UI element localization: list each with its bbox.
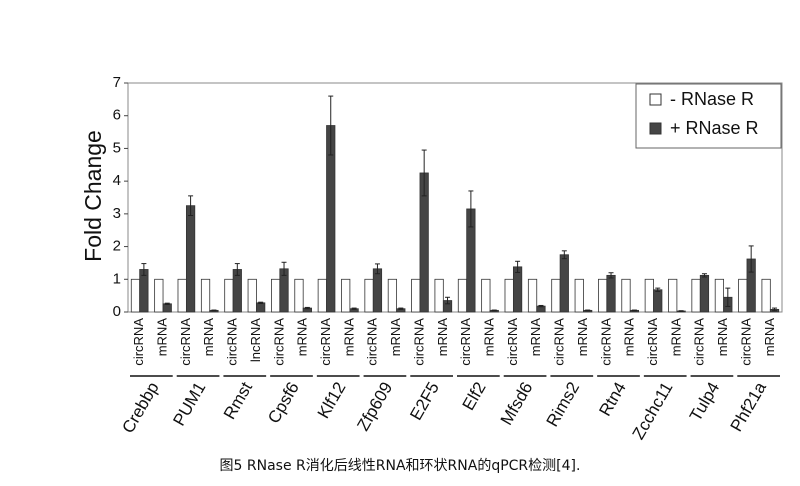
x-tick-label: circRNA — [271, 318, 286, 366]
x-tick-label: circRNA — [738, 318, 753, 366]
bar — [341, 278, 351, 313]
x-tick-label: mRNA — [481, 318, 496, 357]
bar — [162, 303, 172, 313]
x-tick-label: circRNA — [458, 318, 473, 366]
bar — [699, 274, 710, 313]
bar — [154, 278, 164, 313]
bar — [621, 278, 631, 313]
bar — [551, 278, 561, 313]
group-label: PUM1 — [169, 379, 209, 429]
x-tick-label: mRNA — [435, 318, 450, 357]
bar — [559, 254, 569, 313]
bar — [691, 278, 701, 313]
bar — [411, 278, 421, 313]
x-tick-label: circRNA — [505, 318, 520, 366]
y-tick-label: 1 — [113, 270, 121, 287]
bar — [481, 278, 491, 313]
legend-label: - RNase R — [670, 89, 754, 109]
group-label: Crebbp — [118, 379, 162, 437]
bar — [653, 289, 663, 313]
y-tick-label: 0 — [113, 303, 121, 320]
x-tick-label: circRNA — [692, 318, 707, 366]
bar — [457, 278, 468, 313]
x-tick-label: circRNA — [131, 318, 146, 366]
bar — [574, 278, 584, 313]
group-label: Zcchc11 — [629, 379, 677, 443]
group-label: Elf2 — [459, 379, 490, 414]
x-tick-label: circRNA — [178, 318, 193, 366]
bar — [387, 278, 398, 313]
x-tick-label: mRNA — [295, 318, 310, 357]
x-tick-label: circRNA — [598, 318, 613, 366]
x-tick-label: mRNA — [201, 318, 216, 357]
x-tick-label: mRNA — [575, 318, 590, 357]
bar — [504, 278, 514, 313]
bar — [738, 278, 748, 313]
y-tick-label: 5 — [113, 139, 121, 156]
caption: 图5 RNase R消化后线性RNA和环状RNA的qPCR检测[4]. — [220, 458, 581, 474]
x-tick-label: circRNA — [552, 318, 567, 366]
bar — [714, 278, 725, 313]
group-label: Klf12 — [314, 379, 350, 422]
bar — [527, 278, 538, 313]
bar — [271, 278, 281, 313]
legend-swatch — [649, 122, 662, 135]
group-label: Phf21a — [727, 378, 771, 435]
group-label: Cpsf6 — [264, 379, 303, 427]
y-tick-label: 7 — [113, 74, 121, 91]
bar — [185, 205, 196, 313]
y-tick-label: 3 — [113, 205, 121, 222]
bar — [761, 278, 771, 313]
x-tick-label: circRNA — [645, 318, 660, 366]
group-label: E2F5 — [406, 379, 443, 424]
bar — [668, 278, 678, 313]
x-tick-label: mRNA — [622, 318, 637, 357]
x-tick-label: mRNA — [715, 318, 730, 357]
legend-label: + RNase R — [670, 118, 759, 138]
bar — [177, 278, 187, 313]
x-tick-label: mRNA — [388, 318, 403, 357]
bar — [130, 278, 141, 313]
x-tick-label: circRNA — [318, 318, 333, 366]
bar — [317, 278, 327, 313]
y-tick-label: 4 — [113, 172, 121, 189]
legend-swatch — [649, 93, 662, 106]
y-tick-label: 6 — [113, 107, 121, 124]
y-tick-label: 2 — [113, 238, 121, 255]
y-axis-label: Fold Change — [80, 130, 106, 262]
bar — [512, 266, 523, 313]
bar — [200, 278, 211, 313]
bar — [598, 278, 608, 313]
bar — [364, 278, 374, 313]
bar — [372, 268, 383, 313]
group-label: Rmst — [220, 379, 256, 423]
bar — [247, 278, 257, 313]
bar — [224, 278, 234, 313]
bar — [434, 278, 444, 313]
group-label: Mfsd6 — [497, 379, 537, 429]
bar — [256, 302, 266, 313]
x-tick-label: mRNA — [668, 318, 683, 357]
x-tick-label: mRNA — [154, 318, 169, 357]
bar — [294, 278, 304, 313]
x-tick-label: mRNA — [762, 318, 777, 357]
plot-frame — [127, 82, 783, 313]
group-label: Rtn4 — [595, 379, 629, 420]
bar — [606, 274, 616, 313]
x-tick-label: circRNA — [365, 318, 380, 366]
group-label: Rims2 — [543, 379, 584, 430]
bar — [644, 278, 654, 313]
group-label: Zfp609 — [353, 379, 396, 434]
group-label: Tulp4 — [686, 379, 723, 425]
x-tick-label: mRNA — [341, 318, 356, 357]
x-tick-label: circRNA — [411, 318, 426, 366]
x-tick-label: circRNA — [225, 318, 240, 366]
x-tick-label: lncRNA — [248, 318, 263, 362]
x-tick-label: mRNA — [528, 318, 543, 357]
